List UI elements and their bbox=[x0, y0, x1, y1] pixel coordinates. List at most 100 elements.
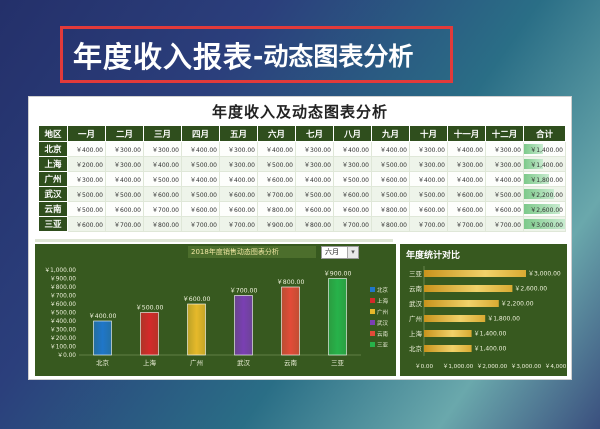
table-cell[interactable]: ￥700.00 bbox=[143, 201, 182, 217]
horizontal-scrollbar[interactable] bbox=[35, 239, 393, 242]
hbar-上海[interactable] bbox=[424, 330, 472, 337]
table-cell[interactable]: ￥500.00 bbox=[105, 186, 144, 202]
table-cell[interactable]: ￥500.00 bbox=[67, 186, 106, 202]
table-cell[interactable]: ￥300.00 bbox=[219, 156, 258, 172]
table-cell[interactable]: ￥400.00 bbox=[447, 141, 486, 157]
table-cell[interactable]: ￥300.00 bbox=[143, 141, 182, 157]
column-header: 五月 bbox=[219, 125, 258, 142]
table-cell[interactable]: ￥400.00 bbox=[181, 171, 220, 187]
table-cell[interactable]: ￥500.00 bbox=[181, 156, 220, 172]
month-dropdown[interactable]: 六月 ▾ bbox=[321, 246, 359, 259]
table-cell[interactable]: ￥700.00 bbox=[409, 216, 448, 232]
table-cell[interactable]: ￥400.00 bbox=[219, 171, 258, 187]
table-cell[interactable]: ￥500.00 bbox=[295, 186, 334, 202]
table-cell[interactable]: ￥700.00 bbox=[219, 216, 258, 232]
table-cell[interactable]: ￥600.00 bbox=[219, 201, 258, 217]
table-cell[interactable]: ￥700.00 bbox=[447, 216, 486, 232]
table-cell[interactable]: ￥600.00 bbox=[181, 201, 220, 217]
row-total-cell[interactable]: ￥3,000.00 bbox=[523, 216, 566, 232]
table-cell[interactable]: ￥600.00 bbox=[409, 201, 448, 217]
table-cell[interactable]: ￥800.00 bbox=[371, 216, 410, 232]
table-cell[interactable]: ￥400.00 bbox=[409, 171, 448, 187]
table-cell[interactable]: ￥600.00 bbox=[371, 171, 410, 187]
table-cell[interactable]: ￥200.00 bbox=[67, 156, 106, 172]
table-cell[interactable]: ￥400.00 bbox=[333, 141, 372, 157]
table-cell[interactable]: ￥500.00 bbox=[333, 171, 372, 187]
bar-上海[interactable] bbox=[140, 312, 159, 356]
row-total-cell[interactable]: ￥1,400.00 bbox=[523, 141, 566, 157]
table-cell[interactable]: ￥500.00 bbox=[257, 156, 296, 172]
table-cell[interactable]: ￥900.00 bbox=[257, 216, 296, 232]
table-cell[interactable]: ￥300.00 bbox=[485, 156, 524, 172]
table-cell[interactable]: ￥600.00 bbox=[219, 186, 258, 202]
table-cell[interactable]: ￥800.00 bbox=[257, 201, 296, 217]
table-cell[interactable]: ￥300.00 bbox=[67, 171, 106, 187]
table-cell[interactable]: ￥700.00 bbox=[181, 216, 220, 232]
table-cell[interactable]: ￥300.00 bbox=[409, 156, 448, 172]
month-dropdown-value: 六月 bbox=[325, 248, 339, 256]
table-cell[interactable]: ￥400.00 bbox=[67, 141, 106, 157]
row-total-cell[interactable]: ￥1,800.00 bbox=[523, 171, 566, 187]
table-cell[interactable]: ￥400.00 bbox=[181, 141, 220, 157]
table-cell[interactable]: ￥300.00 bbox=[105, 141, 144, 157]
table-cell[interactable]: ￥600.00 bbox=[333, 186, 372, 202]
table-cell[interactable]: ￥700.00 bbox=[485, 216, 524, 232]
legend-item: 云南 bbox=[370, 328, 396, 339]
table-cell[interactable]: ￥400.00 bbox=[371, 141, 410, 157]
y-tick-label: ￥1,000.00 bbox=[44, 267, 76, 274]
table-cell[interactable]: ￥400.00 bbox=[295, 171, 334, 187]
table-cell[interactable]: ￥600.00 bbox=[485, 201, 524, 217]
table-cell[interactable]: ￥400.00 bbox=[143, 156, 182, 172]
table-cell[interactable]: ￥500.00 bbox=[409, 186, 448, 202]
table-cell[interactable]: ￥700.00 bbox=[333, 216, 372, 232]
table-cell[interactable]: ￥800.00 bbox=[295, 216, 334, 232]
row-total-cell[interactable]: ￥1,400.00 bbox=[523, 156, 566, 172]
bar-三亚[interactable] bbox=[328, 278, 347, 356]
table-cell[interactable]: ￥600.00 bbox=[447, 186, 486, 202]
table-cell[interactable]: ￥600.00 bbox=[333, 201, 372, 217]
table-cell[interactable]: ￥300.00 bbox=[295, 141, 334, 157]
table-cell[interactable]: ￥400.00 bbox=[257, 141, 296, 157]
table-row: 上海 ￥200.00 ￥300.00 ￥400.00 ￥500.00 ￥300.00 ￥50… bbox=[38, 156, 566, 172]
table-cell[interactable]: ￥300.00 bbox=[485, 141, 524, 157]
table-cell[interactable]: ￥500.00 bbox=[181, 186, 220, 202]
hbar-三亚[interactable] bbox=[424, 270, 526, 277]
table-cell[interactable]: ￥800.00 bbox=[371, 201, 410, 217]
table-cell[interactable]: ￥600.00 bbox=[67, 216, 106, 232]
table-cell[interactable]: ￥500.00 bbox=[485, 186, 524, 202]
table-cell[interactable]: ￥500.00 bbox=[371, 156, 410, 172]
table-cell[interactable]: ￥600.00 bbox=[447, 201, 486, 217]
table-cell[interactable]: ￥300.00 bbox=[219, 141, 258, 157]
table-cell[interactable]: ￥400.00 bbox=[485, 171, 524, 187]
table-cell[interactable]: ￥500.00 bbox=[371, 186, 410, 202]
hbar-武汉[interactable] bbox=[424, 300, 499, 307]
hbar-广州[interactable] bbox=[424, 315, 486, 322]
table-cell[interactable]: ￥600.00 bbox=[143, 186, 182, 202]
table-cell[interactable]: ￥300.00 bbox=[333, 156, 372, 172]
table-cell[interactable]: ￥700.00 bbox=[257, 186, 296, 202]
table-cell[interactable]: ￥300.00 bbox=[409, 141, 448, 157]
bar-广州[interactable] bbox=[187, 303, 206, 356]
table-cell[interactable]: ￥600.00 bbox=[295, 201, 334, 217]
table-cell[interactable]: ￥700.00 bbox=[105, 216, 144, 232]
chevron-down-icon[interactable]: ▾ bbox=[347, 247, 358, 258]
bar-云南[interactable] bbox=[281, 286, 300, 356]
table-cell[interactable]: ￥500.00 bbox=[143, 171, 182, 187]
table-cell[interactable]: ￥500.00 bbox=[67, 201, 106, 217]
hbar-北京[interactable] bbox=[424, 345, 472, 352]
table-cell[interactable]: ￥400.00 bbox=[447, 171, 486, 187]
table-cell[interactable]: ￥300.00 bbox=[295, 156, 334, 172]
banner-title-main: 年度收入报表 bbox=[73, 39, 254, 74]
bar-武汉[interactable] bbox=[234, 295, 253, 356]
table-cell[interactable]: ￥300.00 bbox=[105, 156, 144, 172]
table-cell[interactable]: ￥400.00 bbox=[105, 171, 144, 187]
row-total-cell[interactable]: ￥2,200.00 bbox=[523, 186, 566, 202]
row-total-cell[interactable]: ￥2,600.00 bbox=[523, 201, 566, 217]
table-cell[interactable]: ￥600.00 bbox=[105, 201, 144, 217]
table-cell[interactable]: ￥300.00 bbox=[447, 156, 486, 172]
table-cell[interactable]: ￥600.00 bbox=[257, 171, 296, 187]
column-header: 十一月 bbox=[447, 125, 486, 142]
table-cell[interactable]: ￥800.00 bbox=[143, 216, 182, 232]
bar-北京[interactable] bbox=[93, 320, 112, 356]
hbar-云南[interactable] bbox=[424, 285, 513, 292]
